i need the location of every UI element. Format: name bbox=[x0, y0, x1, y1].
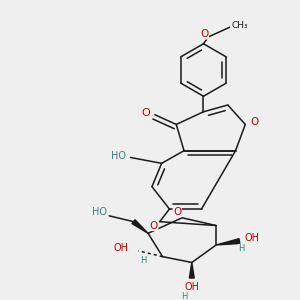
Text: O: O bbox=[251, 118, 259, 128]
Text: OH: OH bbox=[184, 282, 199, 292]
Text: O: O bbox=[173, 207, 181, 217]
Polygon shape bbox=[132, 220, 148, 233]
Text: HO: HO bbox=[92, 207, 107, 217]
Text: H: H bbox=[140, 256, 146, 265]
Polygon shape bbox=[216, 239, 240, 245]
Text: H: H bbox=[238, 244, 244, 253]
Text: H: H bbox=[181, 292, 187, 300]
Text: O: O bbox=[150, 220, 158, 230]
Text: O: O bbox=[142, 108, 151, 118]
Text: CH₃: CH₃ bbox=[231, 21, 248, 30]
Text: HO: HO bbox=[111, 151, 126, 160]
Text: OH: OH bbox=[244, 233, 260, 243]
Text: OH: OH bbox=[113, 243, 128, 253]
Text: O: O bbox=[200, 29, 208, 39]
Polygon shape bbox=[189, 262, 194, 278]
